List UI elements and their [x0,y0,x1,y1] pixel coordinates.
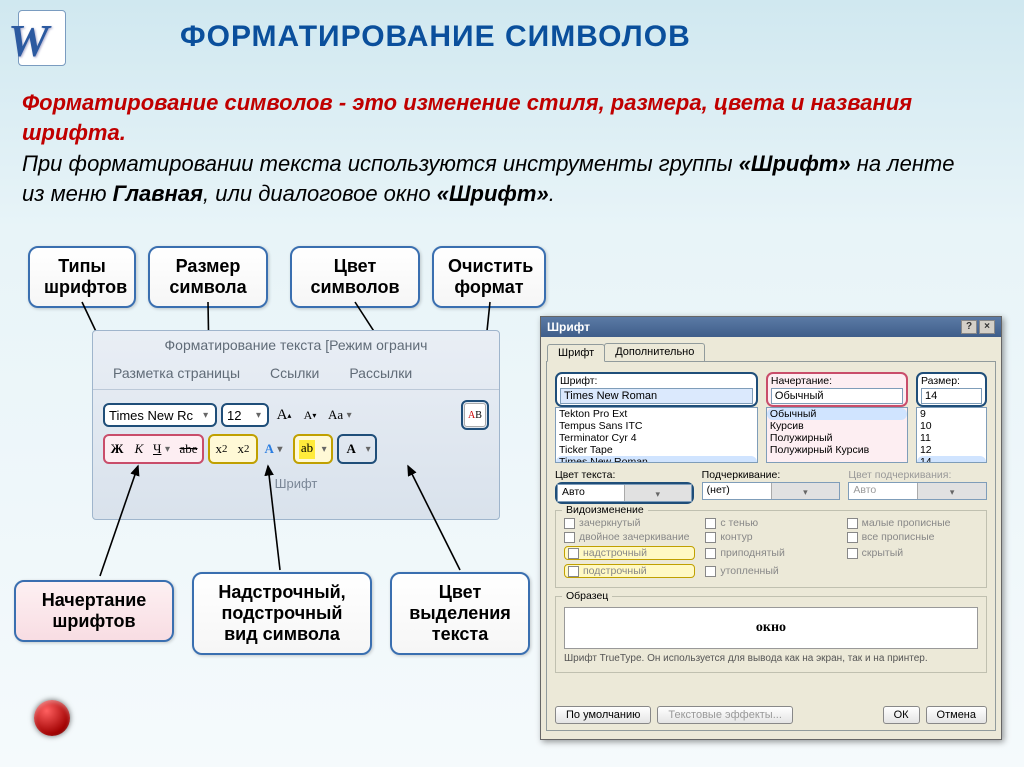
font-style-group: Ж К Ч▾ abe [103,434,204,464]
shrink-font-button[interactable]: A▾ [299,403,321,427]
chk-superscript[interactable]: надстрочный [564,546,695,560]
ribbon-tabs: Разметка страницы Ссылки Рассылки [93,359,499,387]
font-size-list[interactable]: 9 10 11 12 14 [916,407,987,463]
callout-clear-format: Очистить формат [432,246,546,308]
grow-font-button[interactable]: A▴ [273,403,295,427]
tab-font[interactable]: Шрифт [547,344,605,362]
intro-text: Форматирование символов - это изменение … [22,88,982,209]
label-font: Шрифт: [560,375,753,387]
help-button[interactable]: ? [961,320,977,334]
chk-double-strike[interactable]: двойное зачеркивание [564,531,695,543]
font-size-selector[interactable]: ▾ [221,403,269,427]
cancel-button[interactable]: Отмена [926,706,987,724]
font-name-list[interactable]: Tekton Pro Ext Tempus Sans ITC Terminato… [555,407,758,463]
chk-hidden[interactable]: скрытый [847,545,978,561]
chk-emboss[interactable]: приподнятый [705,545,836,561]
ribbon-font-group: Форматирование текста [Режим огранич Раз… [92,330,500,520]
chk-engrave[interactable]: утопленный [705,563,836,579]
font-style-input[interactable] [771,388,903,404]
label-text-color: Цвет текста: [555,469,694,481]
ul-color-combo: Авто▾ [848,482,987,500]
effects-fieldset: Видоизменение зачеркнутый с тенью малые … [555,510,987,588]
font-style-list[interactable]: Обычный Курсив Полужирный Полужирный Кур… [766,407,908,463]
tab-advanced[interactable]: Дополнительно [604,343,705,361]
chk-shadow[interactable]: с тенью [705,517,836,529]
font-name-selector[interactable]: ▾ [103,403,217,427]
chk-subscript[interactable]: подстрочный [564,564,695,578]
dialog-tabs: Шрифт Дополнительно [541,337,1001,361]
callout-font-types: Типы шрифтов [28,246,136,308]
sub-super-group: x2 x2 [208,434,258,464]
underline-button[interactable]: Ч▾ [150,437,176,461]
ribbon-window-title: Форматирование текста [Режим огранич [93,331,499,359]
text-effects-button: Текстовые эффекты... [657,706,793,724]
chk-outline[interactable]: контур [705,531,836,543]
intro-explanation: При форматировании текста используются и… [22,149,982,208]
underline-combo[interactable]: (нет)▾ [702,482,841,500]
label-style: Начертание: [771,375,903,387]
font-color-button[interactable]: A▾ [337,434,377,464]
label-ul-color: Цвет подчеркивания: [848,469,987,481]
callout-sub-super: Надстрочный, подстрочный вид символа [192,572,372,655]
ok-button[interactable]: ОК [883,706,920,724]
dialog-title: Шрифт [547,320,590,334]
strike-button[interactable]: abe [176,437,200,461]
text-color-combo[interactable]: Авто▾ [557,484,692,502]
bold-button[interactable]: Ж [106,437,128,461]
callout-highlight-color: Цвет выделения текста [390,572,530,655]
chk-allcaps[interactable]: все прописные [847,531,978,543]
callout-font-style: Начертание шрифтов [14,580,174,642]
word-app-icon: W [8,6,78,66]
italic-button[interactable]: К [128,437,150,461]
intro-definition: Форматирование символов - это изменение … [22,88,982,147]
close-button[interactable]: × [979,320,995,334]
sample-preview: окно [564,607,978,649]
tab-mailings[interactable]: Рассылки [349,365,412,381]
clear-formatting-button[interactable]: AB [461,400,489,430]
subscript-button[interactable]: x2 [211,437,233,461]
default-button[interactable]: По умолчанию [555,706,651,724]
superscript-button[interactable]: x2 [233,437,255,461]
record-icon [34,700,70,736]
label-size: Размер: [921,375,982,387]
callout-char-size: Размер символа [148,246,268,308]
highlight-button[interactable]: ab▾ [293,434,333,464]
font-name-input[interactable] [560,388,753,404]
chk-smallcaps[interactable]: малые прописные [847,517,978,529]
font-dialog: Шрифт ? × Шрифт Дополнительно Шрифт: Tek… [540,316,1002,740]
page-title: ФОРМАТИРОВАНИЕ СИМВОЛОВ [180,20,691,54]
tab-page-layout[interactable]: Разметка страницы [113,365,240,381]
font-size-input[interactable] [921,388,982,404]
tab-references[interactable]: Ссылки [270,365,319,381]
callout-char-color: Цвет символов [290,246,420,308]
chk-strike[interactable]: зачеркнутый [564,517,695,529]
sample-fieldset: Образец окно Шрифт TrueType. Он использу… [555,596,987,673]
ribbon-group-label: Шрифт [93,472,499,491]
label-underline: Подчеркивание: [702,469,841,481]
text-effects-button[interactable]: A▾ [262,437,289,461]
sample-hint: Шрифт TrueType. Он используется для выво… [564,653,978,664]
change-case-button[interactable]: Aa▾ [325,403,358,427]
dialog-titlebar: Шрифт ? × [541,317,1001,337]
